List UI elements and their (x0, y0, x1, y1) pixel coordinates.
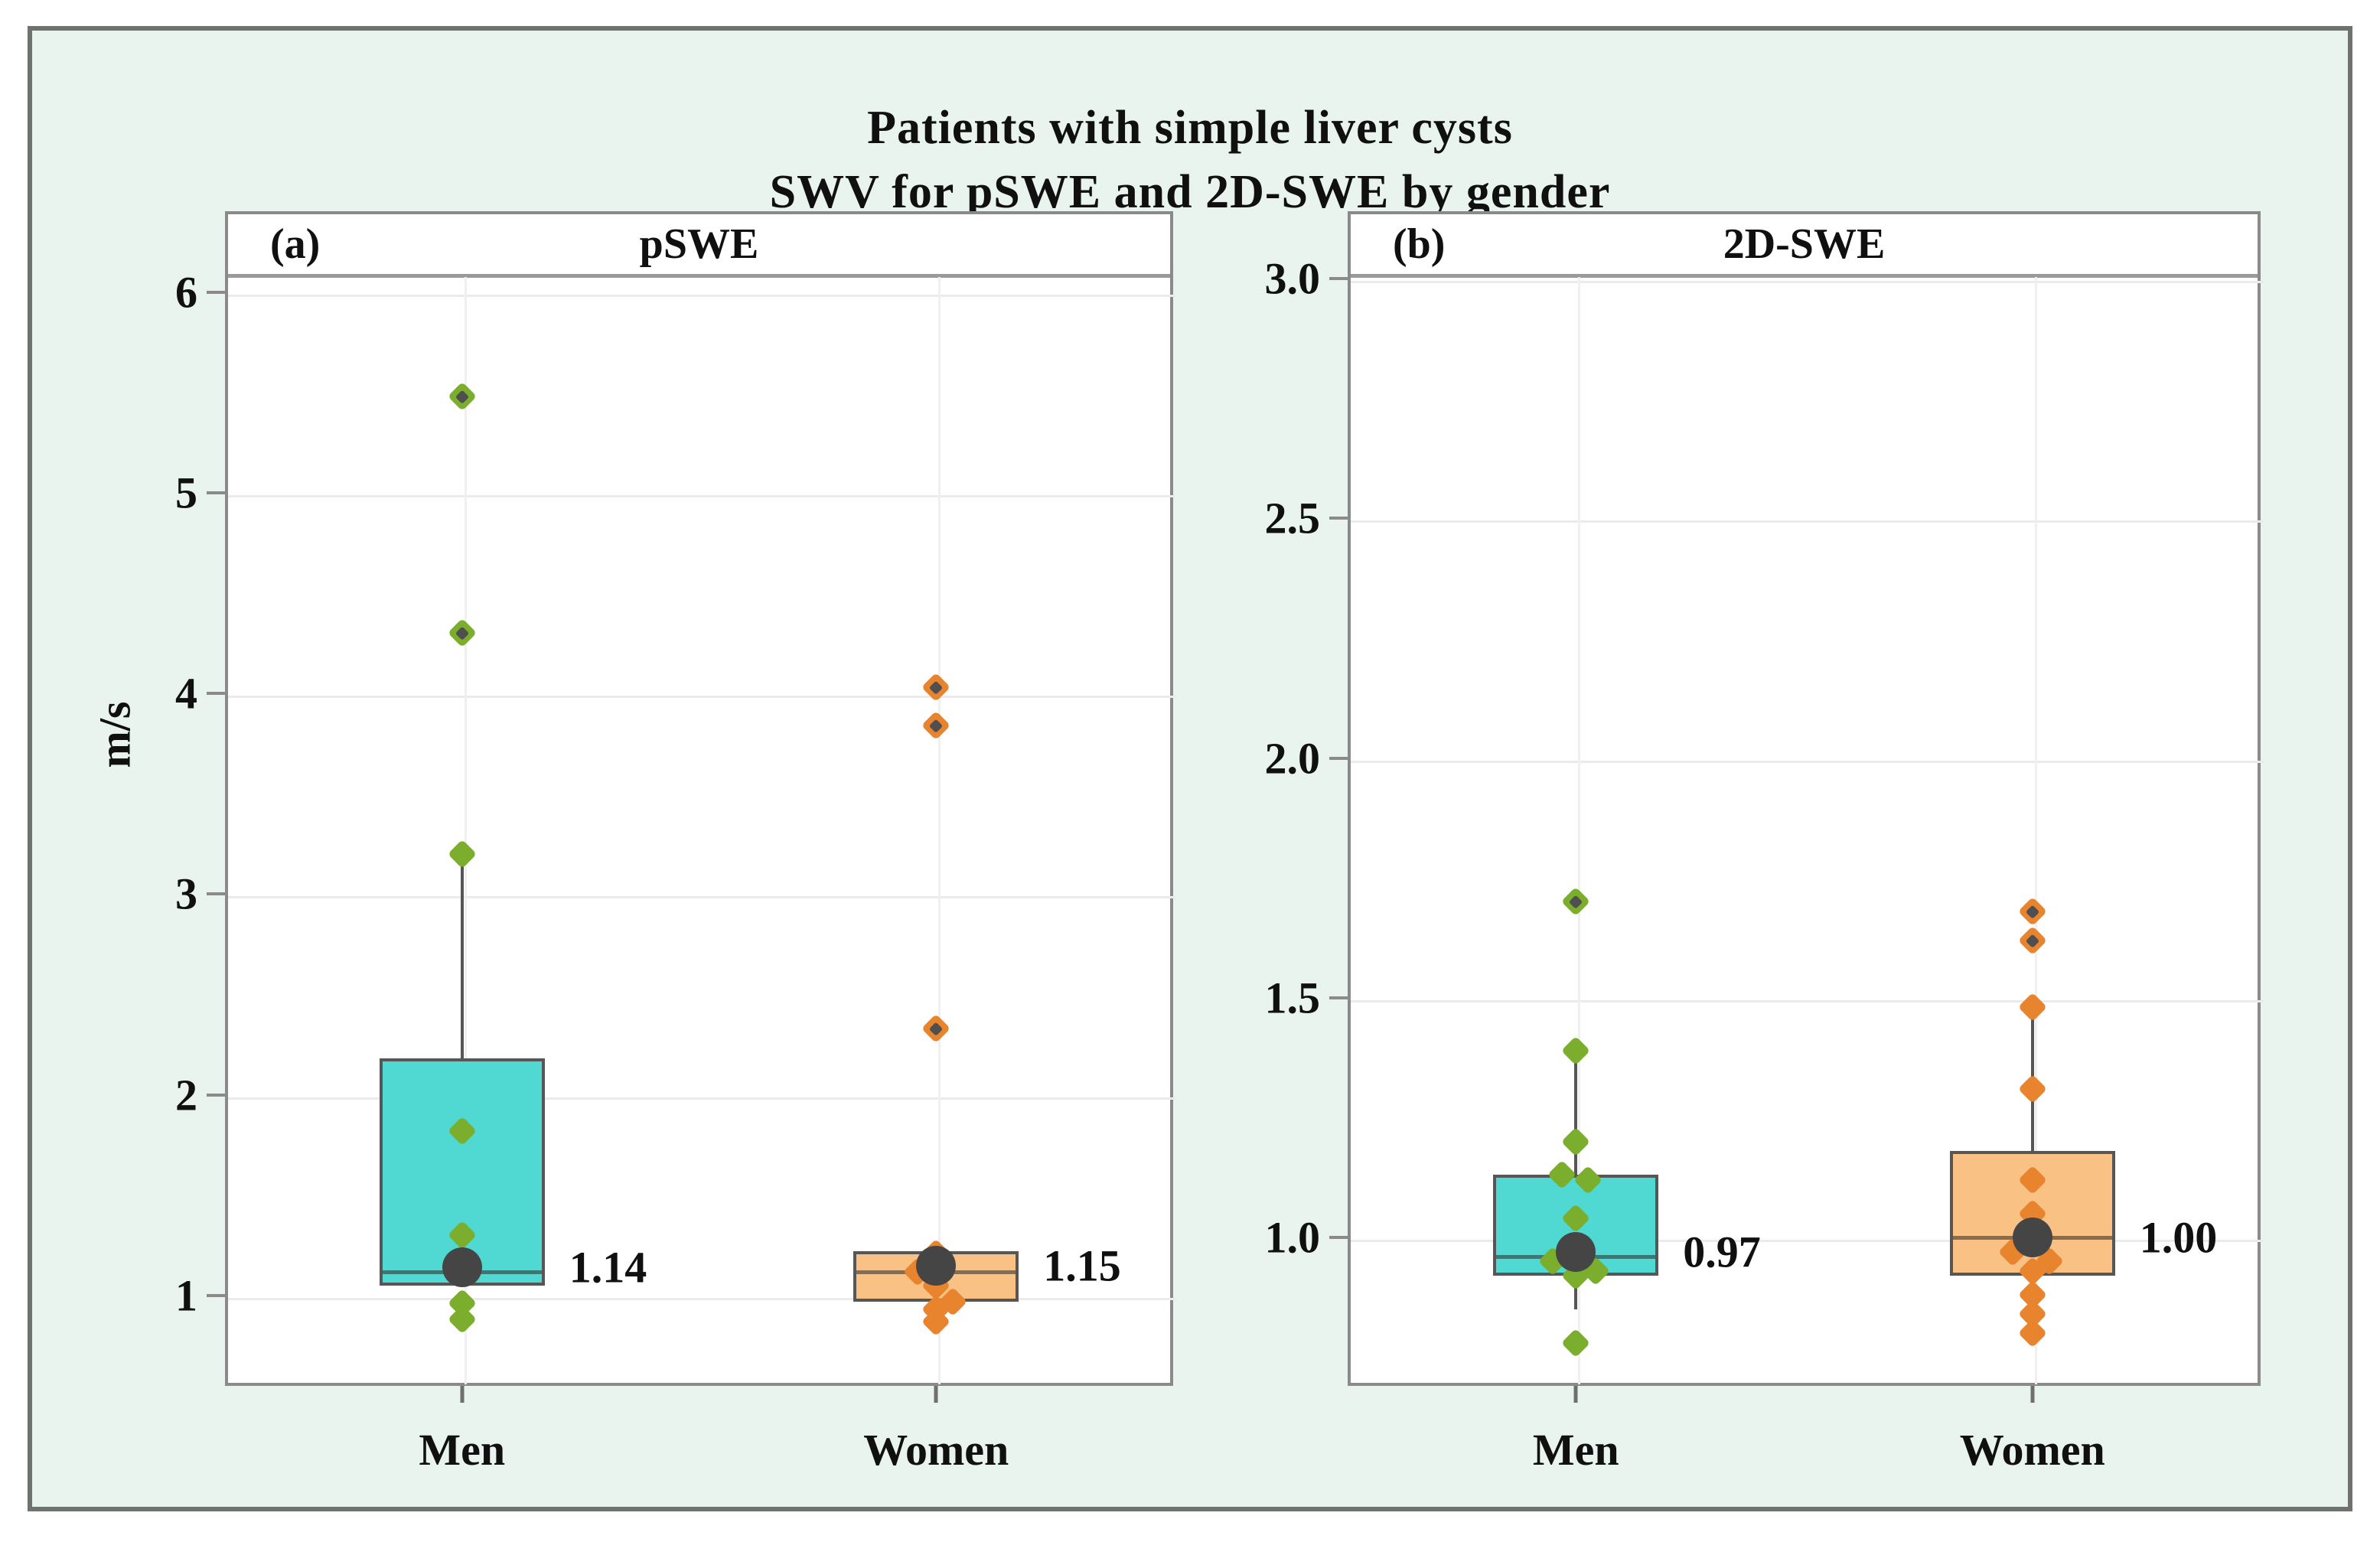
y-tick-label: 5 (175, 468, 197, 518)
gridline (1351, 520, 2264, 523)
y-tick-mark (1329, 1235, 1348, 1239)
mean-dot (1556, 1231, 1596, 1272)
gridline (228, 494, 1176, 497)
outlier-dot-core (2025, 933, 2039, 947)
y-tick-mark (207, 1293, 225, 1297)
mean-dot (916, 1245, 957, 1286)
mean-value-label: 1.00 (2139, 1212, 2218, 1263)
y-tick-label: 1.5 (1264, 973, 1321, 1023)
y-tick-mark (1329, 277, 1348, 281)
category-label: Men (419, 1425, 506, 1475)
category-label: Men (1532, 1425, 1619, 1475)
y-tick-mark (1329, 756, 1348, 760)
panel-b: (b) 2D-SWE (1348, 211, 2264, 1386)
category-guide-line (2034, 277, 2037, 1384)
y-tick-mark (207, 1093, 225, 1097)
outlier-dot-core (455, 626, 469, 641)
category-tick-mark (460, 1386, 465, 1403)
panel-method-label: 2D-SWE (1723, 220, 1886, 268)
y-tick-label: 6 (175, 267, 197, 318)
category-tick-mark (2030, 1386, 2035, 1403)
category-guide-line (938, 277, 941, 1384)
chart-subtitle: SWV for pSWE and 2D-SWE by gender (769, 166, 1611, 218)
y-tick-mark (207, 290, 225, 294)
outlier-dot-core (1569, 895, 1583, 909)
category-tick-mark (1573, 1386, 1578, 1403)
gridline (1351, 281, 2264, 284)
y-tick-label: 1 (175, 1270, 197, 1321)
outlier-dot-core (2025, 904, 2039, 919)
y-tick-mark (207, 892, 225, 896)
y-tick-mark (207, 491, 225, 494)
figure: Patients with simple liver cysts SWV for… (28, 26, 2352, 1511)
gridline (1351, 999, 2264, 1002)
mean-value-label: 0.97 (1683, 1227, 1761, 1277)
upper-whisker (460, 853, 464, 1059)
mean-value-label: 1.14 (569, 1242, 647, 1293)
y-tick-label: 2.5 (1264, 493, 1321, 543)
category-guide-line (464, 277, 467, 1384)
gridline (228, 294, 1176, 297)
gridline (228, 1297, 1176, 1300)
outlier-dot-core (455, 389, 469, 404)
lower-whisker (1574, 1275, 1578, 1309)
upper-whisker (1574, 1050, 1578, 1175)
panel-header-divider (228, 274, 1170, 278)
y-tick-label: 2 (175, 1070, 197, 1120)
category-guide-line (1578, 277, 1581, 1384)
outlier-dot-core (929, 680, 944, 695)
gridline (1351, 760, 2264, 763)
y-tick-label: 1.0 (1264, 1212, 1321, 1263)
panel-a: (a) pSWE (225, 211, 1176, 1386)
y-tick-mark (1329, 517, 1348, 520)
outlier-dot-core (929, 1021, 944, 1036)
panel-tag-label: (b) (1393, 220, 1446, 268)
y-tick-label: 3 (175, 869, 197, 919)
mean-value-label: 1.15 (1043, 1240, 1121, 1291)
chart-title: Patients with simple liver cysts (867, 102, 1513, 154)
gridline (228, 696, 1176, 699)
y-tick-label: 2.0 (1264, 733, 1321, 784)
panel-method-label: pSWE (639, 220, 759, 268)
category-tick-mark (934, 1386, 938, 1403)
gridline (228, 896, 1176, 899)
mean-dot (442, 1247, 482, 1288)
y-tick-label: 4 (175, 668, 197, 719)
panel-header-divider (1351, 274, 2258, 278)
category-label: Women (1959, 1425, 2105, 1475)
y-tick-mark (207, 692, 225, 696)
y-tick-label: 3.0 (1264, 253, 1321, 304)
gridline (228, 1097, 1176, 1100)
gridline (1351, 1239, 2264, 1242)
y-tick-mark (1329, 996, 1348, 999)
mean-dot (2012, 1217, 2052, 1257)
category-label: Women (863, 1425, 1009, 1475)
panel-tag-label: (a) (270, 220, 321, 268)
outlier-dot-core (929, 718, 944, 733)
